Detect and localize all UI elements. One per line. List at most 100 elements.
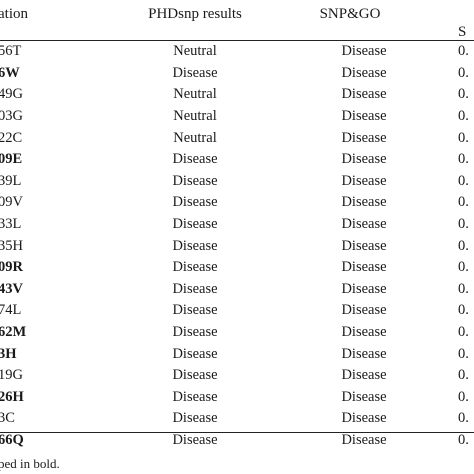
truncated-score-cell-text: 0. [458,388,469,405]
truncated-score-cell: 0. [458,84,474,106]
mutation-cell: 56T [0,41,120,63]
phdsnp-cell-text: Disease [172,345,218,362]
truncated-score-cell-text: 0. [458,259,469,276]
results-table: 56T Neutral Disease 0. 6W Disease Disease 0. 49G… [0,41,474,451]
mutation-cell: 6W [0,63,120,85]
table-row: 6W Disease Disease 0. [0,63,474,85]
table-row: 35H Disease Disease 0. [0,235,474,257]
snpgo-cell: Disease [270,192,458,214]
truncated-score-cell-text: 0. [458,43,469,60]
phdsnp-cell-text: Disease [172,172,218,189]
truncated-score-cell: 0. [458,149,474,171]
mutation-cell-text: 56T [0,43,22,60]
snpgo-cell: Disease [270,106,458,128]
phdsnp-cell-text: Disease [172,237,218,254]
phdsnp-cell: Disease [120,387,270,409]
truncated-score-cell-text: 0. [458,367,469,384]
truncated-score-cell-text: 0. [458,345,469,362]
mutation-cell: 39L [0,171,120,193]
snpgo-cell: Disease [270,300,458,322]
mutation-cell-text: 09V [0,194,23,211]
snpgo-cell-text: Disease [341,151,387,168]
snpgo-cell-text: Disease [341,280,387,297]
truncated-score-cell-text: 0. [458,410,469,427]
snpgo-cell: Disease [270,322,458,344]
snpgo-cell: Disease [270,387,458,409]
table-row: 43V Disease Disease 0. [0,279,474,301]
mutation-cell-text: 03G [0,108,23,125]
snpgo-cell: Disease [270,149,458,171]
table-row: 74L Disease Disease 0. [0,300,474,322]
mutation-cell: 03G [0,106,120,128]
table-row: 09E Disease Disease 0. [0,149,474,171]
mutation-cell-text: 26H [0,388,24,405]
table-row: 19G Disease Disease 0. [0,365,474,387]
snpgo-cell-text: Disease [341,86,387,103]
snpgo-cell-text: Disease [341,302,387,319]
truncated-score-cell-text: 0. [458,194,469,211]
phdsnp-cell-text: Disease [172,194,218,211]
snpgo-cell: Disease [270,171,458,193]
phdsnp-cell: Disease [120,214,270,236]
phdsnp-cell: Disease [120,343,270,365]
truncated-score-cell: 0. [458,365,474,387]
phdsnp-cell-text: Neutral [173,43,217,60]
mutation-cell: 74L [0,300,120,322]
column-header-mutation: ation [0,6,28,22]
column-header-snpgo: SNP&GO [319,6,381,22]
snpgo-cell: Disease [270,279,458,301]
snpgo-cell-text: Disease [341,345,387,362]
table-row: 26H Disease Disease 0. [0,387,474,409]
mutation-cell: 26H [0,387,120,409]
mutation-cell-text: 6W [0,64,20,81]
truncated-score-cell: 0. [458,171,474,193]
snpgo-cell-text: Disease [341,259,387,276]
mutation-cell: 22C [0,127,120,149]
mutation-cell-text: 22C [0,129,23,146]
phdsnp-cell-text: Disease [172,367,218,384]
mutation-cell: 62M [0,322,120,344]
phdsnp-cell-text: Disease [172,151,218,168]
truncated-score-cell: 0. [458,192,474,214]
column-header-truncated: S [458,24,467,40]
phdsnp-cell: Neutral [120,41,270,63]
mutation-cell-text: 39L [0,172,22,189]
mutation-cell: 09R [0,257,120,279]
snpgo-cell-text: Disease [341,216,387,233]
table-row: 56T Neutral Disease 0. [0,41,474,63]
phdsnp-cell: Disease [120,279,270,301]
truncated-score-cell-text: 0. [458,324,469,341]
table-row: 22C Neutral Disease 0. [0,127,474,149]
truncated-score-cell: 0. [458,214,474,236]
snpgo-cell-text: Disease [341,194,387,211]
phdsnp-cell-text: Disease [172,216,218,233]
phdsnp-cell-text: Disease [172,431,218,448]
phdsnp-cell: Disease [120,149,270,171]
truncated-score-cell: 0. [458,343,474,365]
phdsnp-cell-text: Disease [172,324,218,341]
snpgo-cell-text: Disease [341,237,387,254]
mutation-cell-text: 09R [0,259,23,276]
truncated-score-cell-text: 0. [458,302,469,319]
mutation-cell-text: 3C [0,410,15,427]
truncated-score-cell: 0. [458,106,474,128]
phdsnp-cell-text: Disease [172,388,218,405]
truncated-score-cell-text: 0. [458,86,469,103]
truncated-score-cell-text: 0. [458,172,469,189]
phdsnp-cell: Neutral [120,127,270,149]
truncated-score-cell: 0. [458,127,474,149]
mutation-cell: 3H [0,343,120,365]
truncated-score-cell: 0. [458,235,474,257]
phdsnp-cell: Neutral [120,84,270,106]
snpgo-cell-text: Disease [341,64,387,81]
truncated-score-cell: 0. [458,387,474,409]
results-table-body: 56T Neutral Disease 0. 6W Disease Disease 0. 49G… [0,41,474,451]
table-row: 03G Neutral Disease 0. [0,106,474,128]
snpgo-cell-text: Disease [341,431,387,448]
table-row: 3C Disease Disease 0. [0,408,474,430]
phdsnp-cell: Disease [120,322,270,344]
phdsnp-cell-text: Disease [172,259,218,276]
snpgo-cell: Disease [270,235,458,257]
phdsnp-cell-text: Disease [172,410,218,427]
truncated-score-cell-text: 0. [458,216,469,233]
